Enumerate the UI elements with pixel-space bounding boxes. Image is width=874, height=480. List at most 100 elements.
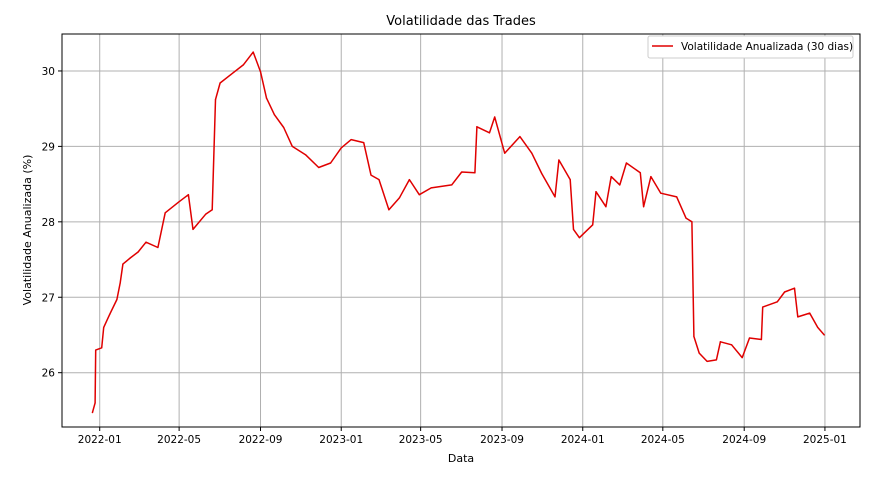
data-point [554, 196, 556, 198]
data-point [430, 187, 432, 189]
data-point [116, 298, 118, 301]
y-tick-label: 27 [42, 292, 55, 304]
data-point [643, 206, 645, 208]
data-point [715, 359, 718, 361]
data-point [809, 312, 811, 314]
data-point [94, 402, 96, 404]
data-point [157, 246, 159, 249]
x-axis-label: Data [448, 452, 474, 465]
y-tick-label: 26 [42, 368, 56, 380]
data-point [370, 174, 372, 176]
data-point [304, 154, 307, 156]
y-axis-label: Volatilidade Anualizada (%) [21, 155, 34, 306]
data-point [291, 145, 293, 147]
plot-frame [61, 33, 861, 428]
data-point [408, 178, 410, 181]
data-point [595, 191, 597, 193]
data-point [797, 316, 799, 318]
data-point [619, 184, 621, 186]
data-point [103, 326, 105, 329]
data-point [760, 338, 763, 341]
chart-title: Volatilidade das Trades [386, 14, 536, 29]
y-tick-label: 29 [42, 141, 55, 153]
data-point [192, 228, 194, 230]
x-tick-label: 2024-09 [722, 434, 766, 446]
data-point [363, 142, 365, 144]
x-tick-label: 2022-01 [78, 434, 122, 446]
data-point [610, 175, 612, 178]
data-point [685, 217, 687, 219]
data-point [101, 347, 103, 349]
data-point [204, 213, 207, 215]
data-point [350, 139, 352, 141]
data-point [817, 326, 819, 329]
data-point [211, 209, 213, 211]
x-tick-label: 2023-05 [399, 434, 443, 446]
data-point [398, 197, 401, 199]
data-point [660, 192, 662, 194]
data-point [519, 135, 521, 138]
data-point [558, 159, 560, 161]
data-point [762, 306, 764, 308]
data-point [451, 184, 453, 186]
legend-box [647, 35, 854, 59]
data-point [572, 228, 575, 230]
x-tick-label: 2024-01 [561, 434, 605, 446]
data-point [91, 412, 94, 414]
data-point [388, 209, 390, 211]
x-tick-label: 2025-01 [803, 434, 847, 446]
data-point [378, 178, 380, 181]
data-point [578, 237, 581, 239]
data-point [693, 335, 695, 338]
data-point [318, 166, 320, 169]
data-point [719, 341, 721, 343]
data-point [625, 162, 628, 164]
data-point [605, 206, 607, 208]
data-point [748, 337, 751, 339]
data-point [340, 147, 342, 149]
data-point [283, 126, 285, 129]
data-point [494, 116, 496, 118]
data-point [691, 221, 693, 223]
data-point [569, 178, 571, 181]
data-point [592, 224, 594, 226]
data-point [273, 114, 276, 116]
data-point [214, 99, 217, 101]
data-point [650, 175, 652, 178]
x-tick-label: 2024-05 [641, 434, 685, 446]
data-point [259, 71, 262, 73]
data-point [698, 352, 700, 354]
data-point [177, 201, 180, 203]
x-tick-label: 2023-01 [319, 434, 363, 446]
x-tick-label: 2022-09 [239, 434, 283, 446]
legend: Volatilidade Anualizada (30 dias) [647, 35, 854, 59]
x-tick-label: 2022-05 [157, 434, 201, 446]
data-point [137, 251, 139, 253]
data-point [418, 194, 420, 196]
data-point [474, 172, 476, 174]
data-point [741, 357, 743, 359]
x-tick-label: 2023-09 [480, 434, 524, 446]
data-point [504, 152, 506, 154]
data-point [95, 349, 97, 351]
data-point [129, 257, 131, 259]
data-point [109, 314, 111, 316]
data-point [706, 360, 708, 362]
data-point [731, 344, 733, 346]
data-point [541, 172, 543, 175]
data-point [219, 82, 221, 84]
data-point [823, 334, 825, 336]
data-point [476, 126, 478, 128]
data-point [119, 282, 121, 284]
data-point [676, 196, 678, 198]
data-point [145, 241, 147, 243]
y-tick-label: 28 [42, 217, 55, 229]
data-point [461, 171, 463, 173]
data-point [330, 162, 332, 164]
data-point [531, 152, 533, 154]
y-tick-label: 30 [42, 66, 55, 78]
data-point [122, 263, 124, 265]
legend-label: Volatilidade Anualizada (30 dias) [681, 41, 853, 53]
data-point [252, 51, 254, 53]
